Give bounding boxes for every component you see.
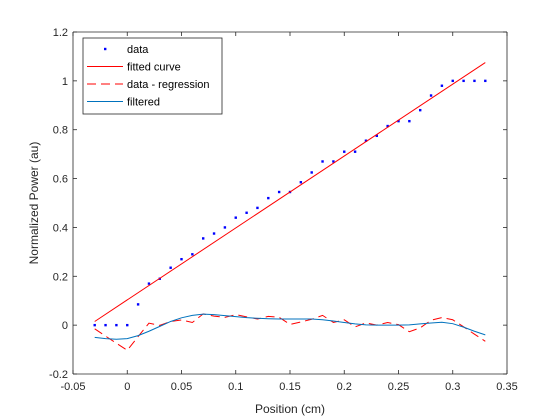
data-point [451,79,454,83]
data-point [267,196,270,200]
data-point [234,216,237,219]
series-line-3 [94,313,486,340]
x-tick-label: 0.35 [496,381,517,393]
legend-marker [104,47,107,51]
data-point [353,150,357,153]
series-line-1 [94,62,486,322]
x-axis-title: Position (cm) [255,402,325,416]
data-point [484,79,487,83]
data-point [332,160,335,163]
x-tick-label: 0.3 [445,381,460,393]
x-tick-label: 0 [124,381,130,393]
data-point [473,79,476,83]
data-point [212,232,216,235]
data-point [256,206,259,210]
data-point [104,323,107,327]
x-tick-label: 0.05 [171,381,192,393]
data-point [429,94,433,97]
data-point [408,119,411,123]
legend-label: filtered [127,97,160,109]
data-point [462,79,465,83]
data-point [93,323,96,327]
data-point [440,84,444,87]
data-point [223,226,227,229]
legend-label: fitted curve [127,62,181,74]
data-point [343,150,346,153]
data-point [364,139,368,142]
y-tick-label: 0.4 [53,222,68,234]
data-point [419,108,422,112]
data-point [126,323,129,327]
data-point [375,134,378,138]
x-tick-label: 0.25 [388,381,409,393]
data-point [277,190,281,194]
y-tick-label: -0.2 [49,369,68,381]
y-tick-label: 0.6 [53,174,68,186]
data-point [299,181,303,184]
data-point [115,323,118,327]
data-point [147,282,151,285]
y-tick-label: 1 [62,76,68,88]
data-point [321,160,324,163]
data-point [202,237,205,240]
y-tick-label: 1.2 [53,27,68,39]
data-point [386,124,389,128]
legend-label: data [127,44,149,56]
data-point [310,171,313,174]
y-axis-title: Normalized Power (au) [27,142,41,265]
y-tick-label: 0.2 [53,271,68,283]
x-tick-label: 0.2 [337,381,352,393]
data-point [136,303,140,306]
data-point [169,266,172,269]
x-tick-label: 0.1 [228,381,243,393]
data-point [245,211,248,214]
data-point [397,119,400,123]
x-tick-label: -0.05 [60,381,85,393]
y-tick-label: 0 [62,320,68,332]
data-point [180,257,183,261]
series-line-2 [94,313,486,351]
y-tick-label: 0.8 [53,125,68,137]
x-tick-label: 0.15 [279,381,300,393]
data-point [191,253,194,256]
legend-label: data - regression [127,79,210,91]
